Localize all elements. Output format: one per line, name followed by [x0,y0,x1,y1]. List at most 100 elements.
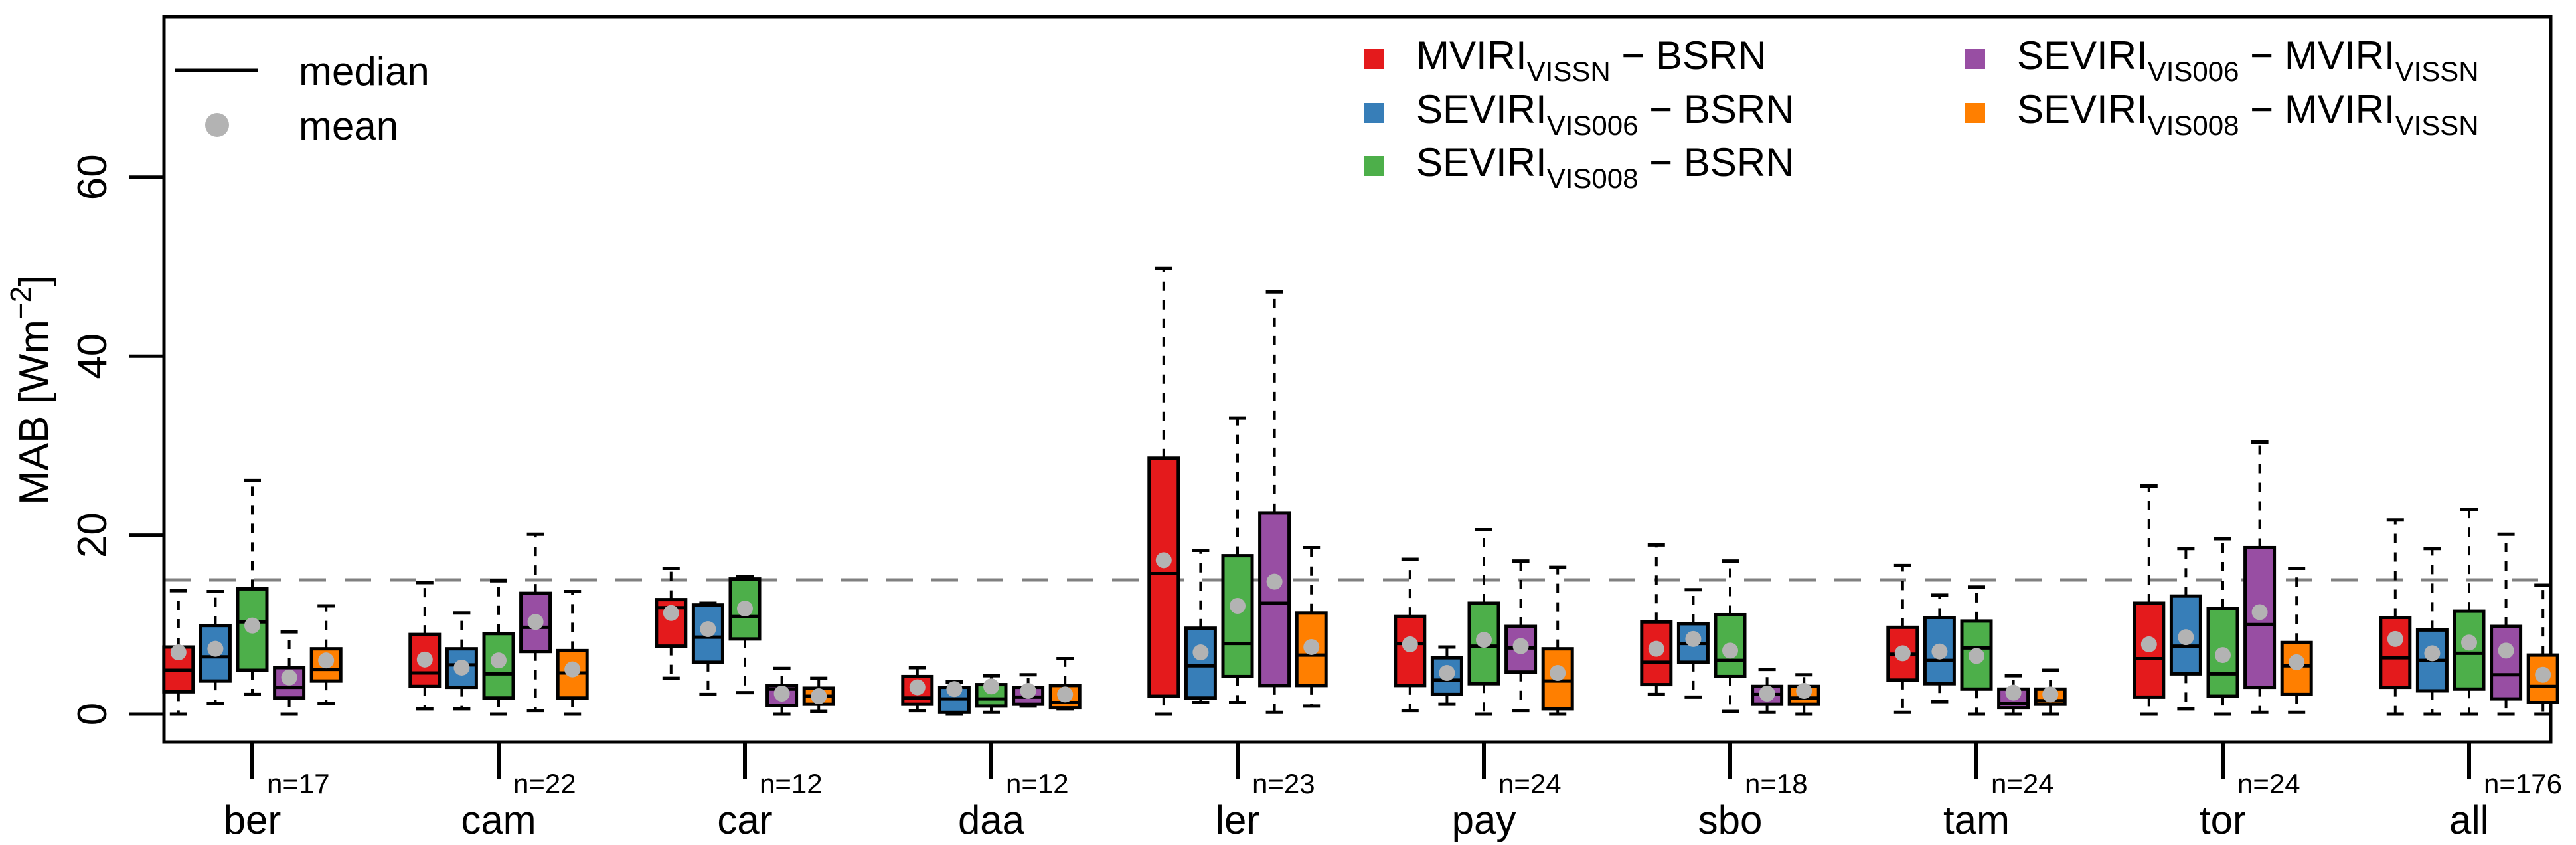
mean-dot [1192,644,1209,661]
box-tor-series-2 [2206,537,2239,716]
box-car-series-2 [728,575,762,695]
mean-dot [244,617,260,634]
box-group-all [2379,508,2559,716]
box-ler-series-3 [1258,290,1291,714]
legend-swatch [1364,49,1384,69]
mean-dot [1303,638,1320,655]
box-tam-series-3 [1997,674,2030,716]
mean-dot [2289,654,2305,670]
legend-swatch [1965,49,1985,69]
mean-dot [453,659,470,676]
y-tick-label: 0 [70,703,116,725]
mean-dot [1057,686,1074,703]
legend-swatch [1364,103,1384,123]
x-tick-label: tor [2200,798,2246,842]
box-daa-series-0 [901,666,934,713]
box-daa-series-2 [975,674,1008,714]
y-axis-label-main: MAB [Wm [11,320,57,505]
box-group-ler [1147,266,1328,716]
box-tam-series-2 [1960,585,1993,716]
box-tam-series-0 [1886,563,1919,714]
mean-dot [946,681,963,698]
mean-dot [281,669,297,686]
mean-dot [2424,645,2441,662]
x-tick-label: tam [1943,798,2010,842]
group-n-label: n=24 [1991,768,2054,799]
box-ber-series-1 [199,589,232,705]
mean-dot [2535,666,2551,683]
x-tick-label: ler [1216,798,1260,842]
box-pay-series-4 [1541,565,1574,716]
mean-dot [170,644,187,661]
legend-label: SEVIRIVIS008 − MVIRIVISSN [2017,87,2479,141]
mean-dot [2178,629,2194,646]
legend-label: MVIRIVISSN − BSRN [1416,33,1767,87]
legend-mean-dot [205,113,229,137]
mean-dot [1439,665,1455,682]
legend-item-3: SEVIRIVIS006 − MVIRIVISSN [1965,33,2479,87]
group-n-label: n=24 [2237,768,2300,799]
box-group-ber [162,478,343,716]
box-sbo-series-4 [1787,673,1820,716]
mean-dot [773,686,790,702]
box-cam-series-4 [556,589,589,716]
box-daa-series-1 [937,680,971,716]
box-group-cam [408,532,589,716]
mean-dot [1931,643,1948,660]
box-ber-series-0 [162,589,195,716]
mean-dot [2140,636,2157,652]
mean-dot [1476,632,1492,648]
box-ler-series-2 [1221,416,1254,704]
mean-dot [2461,634,2477,651]
mean-dot [663,605,679,621]
mean-dot [1759,686,1775,702]
box-group-daa [901,656,1082,716]
mean-dot [1796,682,1812,699]
mean-dot [491,652,507,669]
box-iqr [2379,616,2412,690]
box-daa-series-4 [1048,656,1082,711]
box-cam-series-1 [445,611,478,711]
group-n-label: n=12 [760,768,823,799]
box-ber-series-4 [309,604,343,705]
box-group-tam [1886,563,2067,716]
box-tor-series-1 [2169,547,2202,711]
box-sbo-series-1 [1676,588,1710,699]
mean-dot [737,601,753,617]
mean-dot [811,688,827,705]
box-all-series-0 [2379,518,2412,716]
y-tick-label: 60 [70,154,116,200]
box-cam-series-3 [519,532,552,713]
box-all-series-2 [2453,508,2486,716]
group-n-label: n=24 [1498,768,1562,799]
box-pay-series-1 [1430,645,1463,706]
mean-dot [527,614,544,630]
legend-item-0: MVIRIVISSN − BSRN [1364,33,1767,87]
box-pay-series-3 [1504,559,1538,713]
x-tick-label: daa [958,798,1025,842]
y-axis-label-close: ] [11,275,57,286]
group-n-label: n=18 [1745,768,1808,799]
mean-dot [207,640,224,657]
mean-dot [1969,648,1984,664]
mean-dot [1512,638,1529,654]
x-tick-label: ber [224,798,282,842]
mean-dot [1685,630,1702,647]
mean-dot [2005,684,2022,701]
box-daa-series-3 [1012,673,1045,708]
box-ler-series-1 [1184,548,1217,704]
y-axis: 0 20 40 60 [70,154,166,725]
mean-dot [2498,642,2514,659]
legend-item-1: SEVIRIVIS006 − BSRN [1364,87,1795,141]
x-axis: n=17bern=22camn=12carn=12daan=23lern=24p… [224,742,2562,842]
box-tor-series-0 [2133,484,2166,716]
y-axis-label: MAB [Wm−2] [5,275,57,505]
box-all-series-1 [2415,547,2449,716]
mean-dot [2387,630,2403,647]
legend-swatch [1364,156,1384,176]
box-all-series-3 [2490,532,2523,716]
box-tor-series-3 [2243,440,2277,714]
group-n-label: n=17 [267,768,330,799]
box-car-series-3 [765,666,799,716]
